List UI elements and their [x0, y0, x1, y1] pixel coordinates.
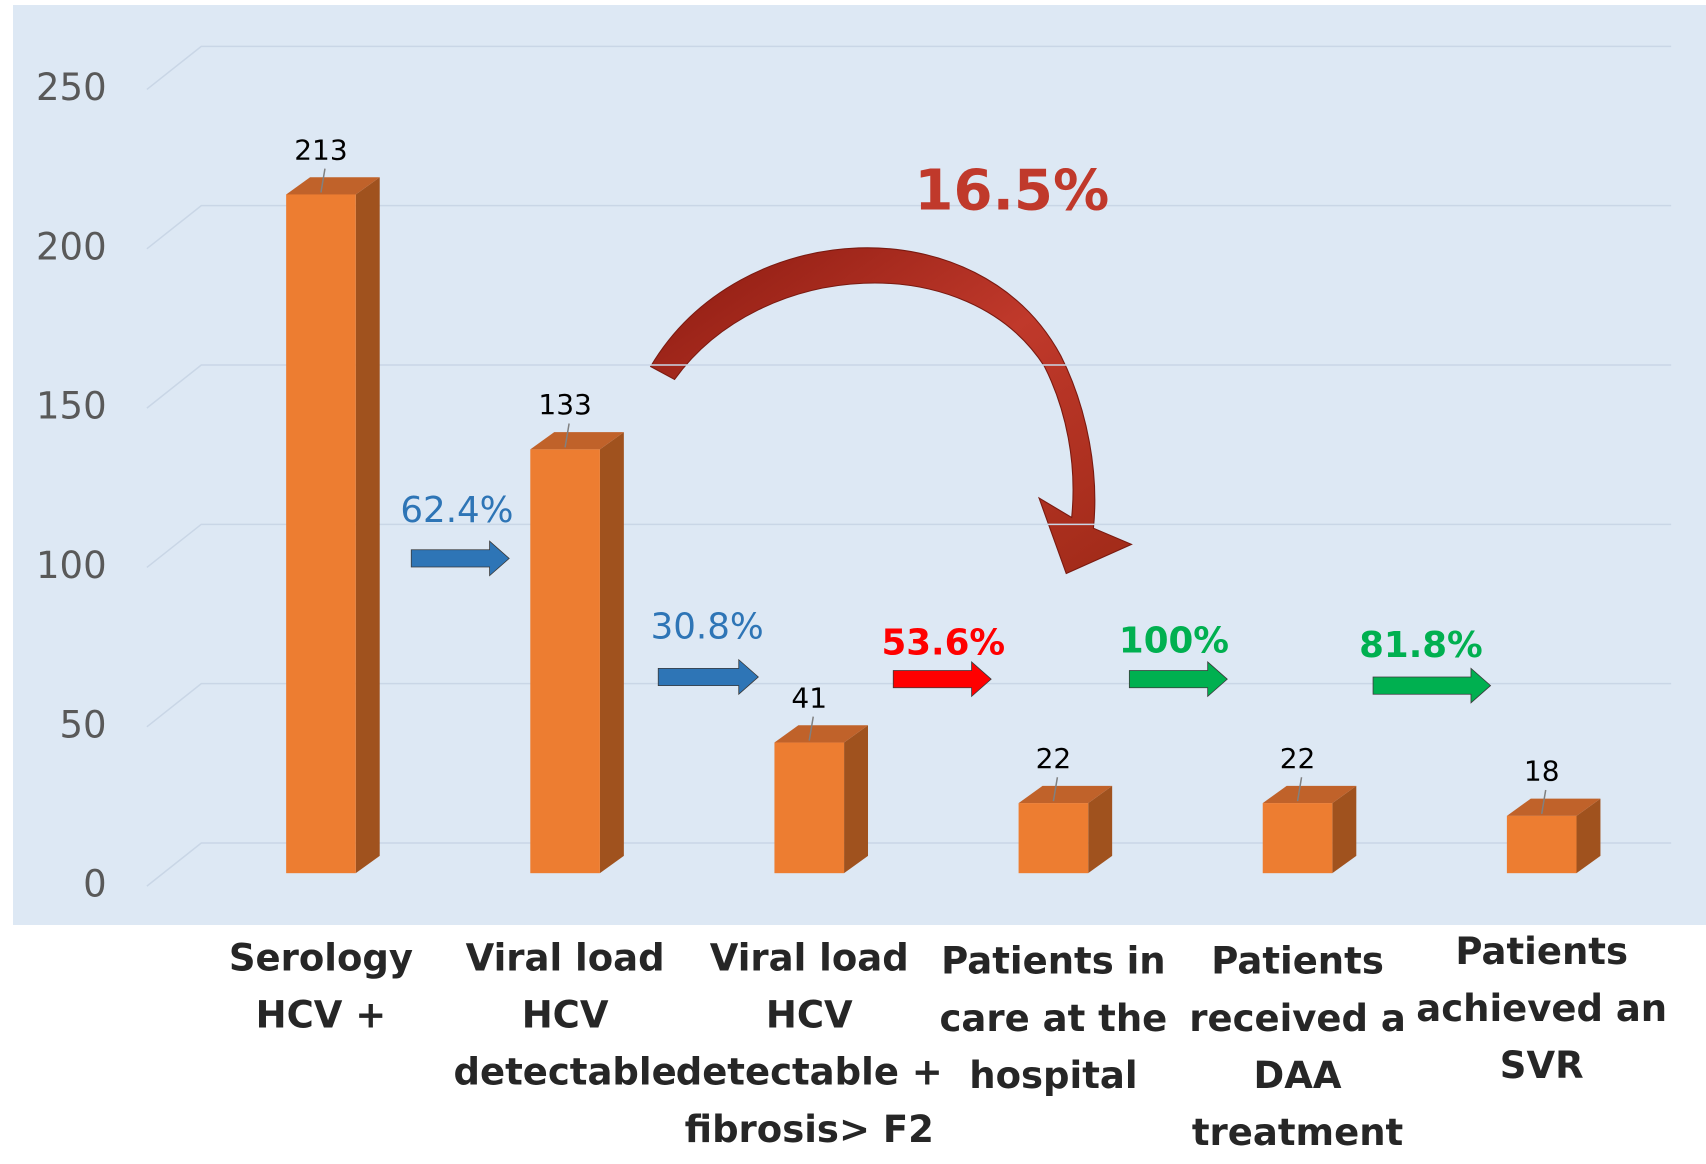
- annotation-label: 62.4%: [400, 490, 513, 531]
- bar: [1262, 803, 1333, 874]
- curved-arrow: [649, 247, 1133, 575]
- flow-arrow: [657, 658, 759, 696]
- bar: [1506, 815, 1577, 874]
- flow-arrow: [1128, 661, 1228, 698]
- bar-top: [530, 432, 624, 450]
- annotation-label: 16.5%: [914, 159, 1109, 224]
- grid-line: [146, 45, 1672, 91]
- leader-line: [808, 716, 814, 741]
- x-tick-label: Serology HCV +: [229, 936, 413, 1036]
- bar: [530, 449, 600, 874]
- leader-line: [1296, 777, 1303, 802]
- bar: [774, 742, 845, 874]
- y-tick-label: 0: [83, 863, 107, 906]
- bar-side: [1332, 785, 1357, 874]
- annotation-label: 100%: [1119, 620, 1229, 661]
- y-tick-label: 250: [36, 66, 107, 109]
- leader-line: [1540, 789, 1547, 814]
- leader-line: [564, 423, 570, 448]
- bar: [286, 194, 356, 874]
- value-label: 41: [791, 681, 827, 714]
- chart-layer: 0 50 100 150 200 250 213 Serology HCV + 133 Viral …: [36, 45, 1672, 1154]
- grid-line: [146, 523, 1672, 569]
- value-label: 133: [538, 388, 591, 421]
- bar-top: [1018, 785, 1113, 804]
- x-tick-label: Viral load HCV detectable + fibrosis> F2: [676, 936, 943, 1150]
- bar-top: [774, 725, 869, 743]
- leader-line: [320, 168, 326, 193]
- y-tick-label: 50: [60, 703, 107, 746]
- flow-arrow: [1372, 667, 1492, 704]
- bar-side: [1088, 785, 1113, 874]
- grid-line: [146, 364, 1672, 409]
- annotation-label: 53.6%: [881, 623, 1005, 664]
- value-label: 22: [1036, 742, 1072, 775]
- annotation-label: 30.8%: [651, 606, 764, 647]
- bar-side: [599, 432, 624, 874]
- value-label: 213: [294, 133, 347, 166]
- bar: [1018, 803, 1089, 874]
- x-tick-label: Patients received a DAA treatment: [1189, 939, 1406, 1153]
- y-tick-label: 150: [36, 385, 107, 428]
- bar-top: [1262, 785, 1357, 804]
- y-tick-label: 200: [36, 225, 107, 268]
- grid-line: [146, 842, 1672, 887]
- bar-side: [1576, 798, 1601, 874]
- annotation-label: 81.8%: [1359, 625, 1483, 666]
- y-tick-label: 100: [36, 544, 107, 587]
- leader-line: [1052, 777, 1059, 802]
- flow-arrow: [410, 540, 510, 577]
- x-tick-label: Patients achieved an SVR: [1416, 929, 1667, 1086]
- value-label: 22: [1280, 742, 1316, 775]
- x-tick-label: Patients in care at the hospital: [940, 939, 1168, 1096]
- bar-top: [286, 177, 380, 195]
- value-label: 18: [1524, 755, 1560, 788]
- bar-side: [844, 725, 869, 874]
- bar-top: [1506, 798, 1601, 816]
- x-tick-label: Viral load HCV detectable: [453, 936, 676, 1093]
- bar-side: [355, 177, 380, 874]
- grid-line: [146, 204, 1672, 250]
- flow-arrow: [892, 661, 992, 698]
